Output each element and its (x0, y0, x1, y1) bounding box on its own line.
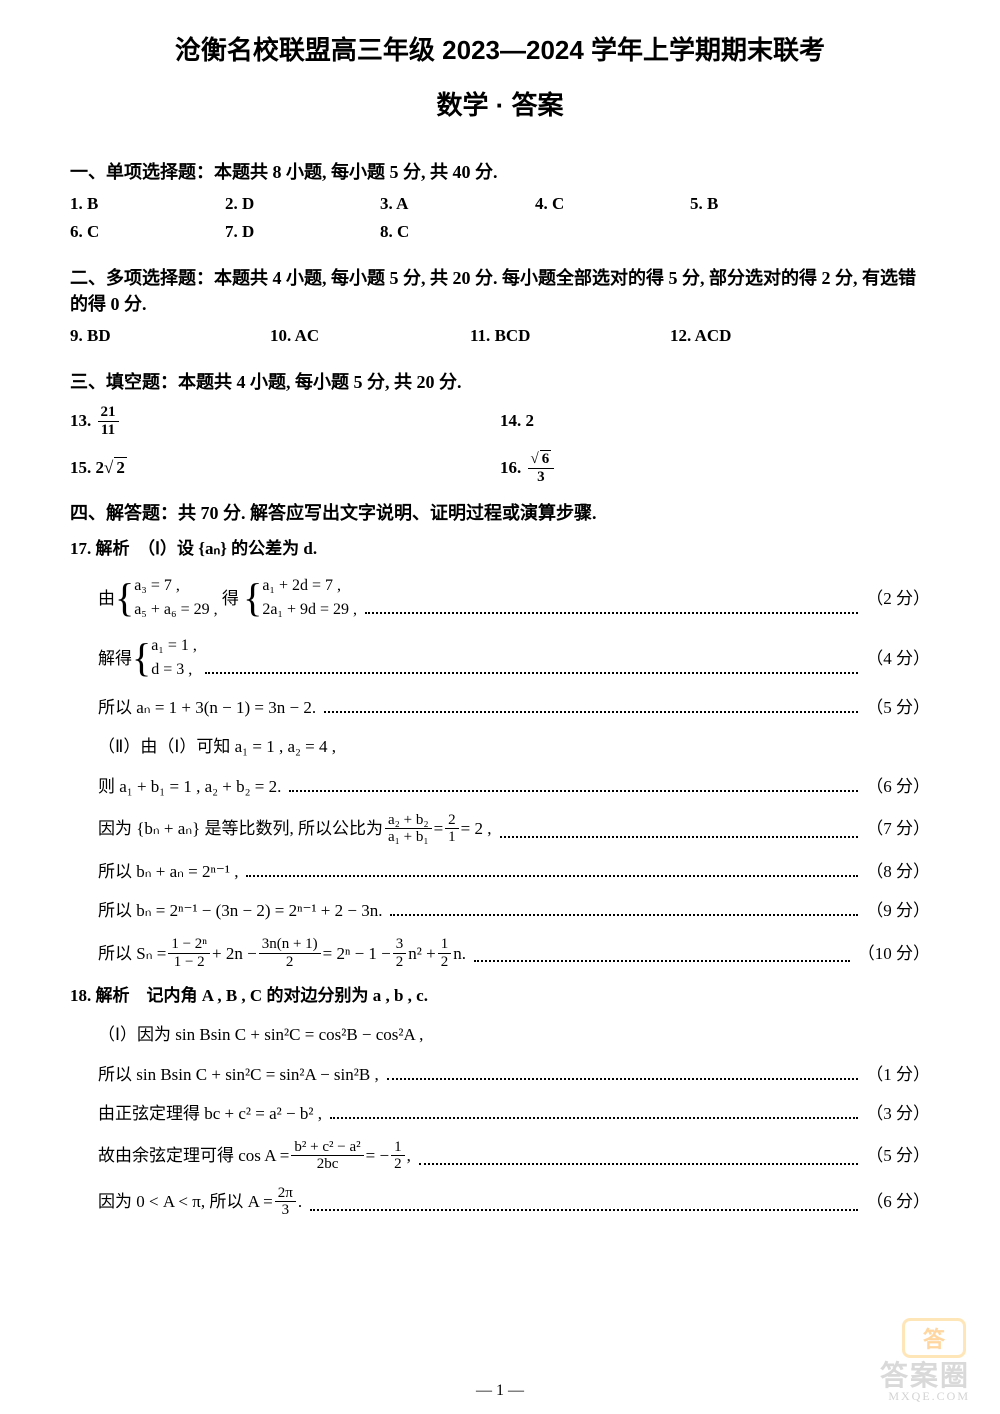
q17-line8: 所以 bₙ = 2ⁿ⁻¹ − (3n − 2) = 2ⁿ⁻¹ + 2 − 3n.… (70, 897, 930, 924)
answer-5: 5. B (690, 194, 845, 214)
q18-line5: 因为 0 < A < π, 所以 A = 2π3 . （6 分） (70, 1185, 930, 1219)
q18-line2: 所以 sin Bsin C + sin²C = sin²A − sin²B ,（… (70, 1061, 930, 1088)
answer-4: 4. C (535, 194, 690, 214)
q17-head: 17. 解析 （Ⅰ）设 {aₙ} 的公差为 d. (70, 535, 930, 562)
answer-8: 8. C (380, 222, 535, 242)
q18-line1: （Ⅰ）因为 sin Bsin C + sin²C = cos²B − cos²A… (70, 1021, 930, 1048)
section2-answers: 9. BD 10. AC 11. BCD 12. ACD (70, 326, 930, 354)
answer-9: 9. BD (70, 326, 270, 346)
answer-12: 12. ACD (670, 326, 870, 346)
page-subtitle: 数学 · 答案 (70, 85, 930, 122)
answer-3: 3. A (380, 194, 535, 214)
q17-line4: （Ⅱ）由（Ⅰ）可知 a₁ = 1 , a₂ = 4 , (70, 733, 930, 760)
section1-header: 一、单项选择题：本题共 8 小题, 每小题 5 分, 共 40 分. (70, 158, 930, 184)
answer-6: 6. C (70, 222, 225, 242)
q18-head: 18. 解析 记内角 A , B , C 的对边分别为 a , b , c. (70, 982, 930, 1009)
answer-10: 10. AC (270, 326, 470, 346)
section1-answers: 1. B 2. D 3. A 4. C 5. B 6. C 7. D 8. C (70, 194, 930, 250)
page-title: 沧衡名校联盟高三年级 2023—2024 学年上学期期末联考 (70, 30, 930, 67)
page-number: — 1 — (0, 1382, 1000, 1400)
q17-line5: 则 a₁ + b₁ = 1 , a₂ + b₂ = 2.（6 分） (70, 773, 930, 800)
answer-14: 14. 2 (500, 404, 930, 438)
answer-11: 11. BCD (470, 326, 670, 346)
watermark-url: MXQE.COM (888, 1389, 970, 1404)
q17-line7: 所以 bₙ + aₙ = 2ⁿ⁻¹ ,（8 分） (70, 858, 930, 885)
answer-16: 16. 63 (500, 450, 930, 485)
answer-2: 2. D (225, 194, 380, 214)
fill-row-1: 13. 2111 14. 2 (70, 404, 930, 438)
q17-line1: 由 {a₃ = 7 ,a₅ + a₆ = 29 , 得 {a₁ + 2d = 7… (70, 574, 930, 622)
q17-line9: 所以 Sₙ = 1 − 2ⁿ1 − 2 + 2n − 3n(n + 1)2 = … (70, 936, 930, 970)
q17-line6: 因为 {bₙ + aₙ} 是等比数列, 所以公比为 a₂ + b₂a₁ + b₁… (70, 812, 930, 846)
watermark-main: 答案圈 (880, 1354, 970, 1394)
section2-header: 二、多项选择题：本题共 4 小题, 每小题 5 分, 共 20 分. 每小题全部… (70, 264, 930, 316)
fill-row-2: 15. 22 16. 63 (70, 450, 930, 485)
section3-header: 三、填空题：本题共 4 小题, 每小题 5 分, 共 20 分. (70, 368, 930, 394)
answer-15: 15. 22 (70, 450, 500, 485)
watermark-badge: 答 (902, 1318, 966, 1358)
q17-line2: 解得 {a₁ = 1 ,d = 3 , （4 分） (70, 634, 930, 682)
q18-line3: 由正弦定理得 bc + c² = a² − b² ,（3 分） (70, 1100, 930, 1127)
answer-1: 1. B (70, 194, 225, 214)
section4-header: 四、解答题：共 70 分. 解答应写出文字说明、证明过程或演算步骤. (70, 499, 930, 525)
answer-7: 7. D (225, 222, 380, 242)
q18-line4: 故由余弦定理可得 cos A = b² + c² − a²2bc = − 12 … (70, 1139, 930, 1173)
answer-13: 13. 2111 (70, 404, 500, 438)
q17-line3: 所以 aₙ = 1 + 3(n − 1) = 3n − 2.（5 分） (70, 694, 930, 721)
